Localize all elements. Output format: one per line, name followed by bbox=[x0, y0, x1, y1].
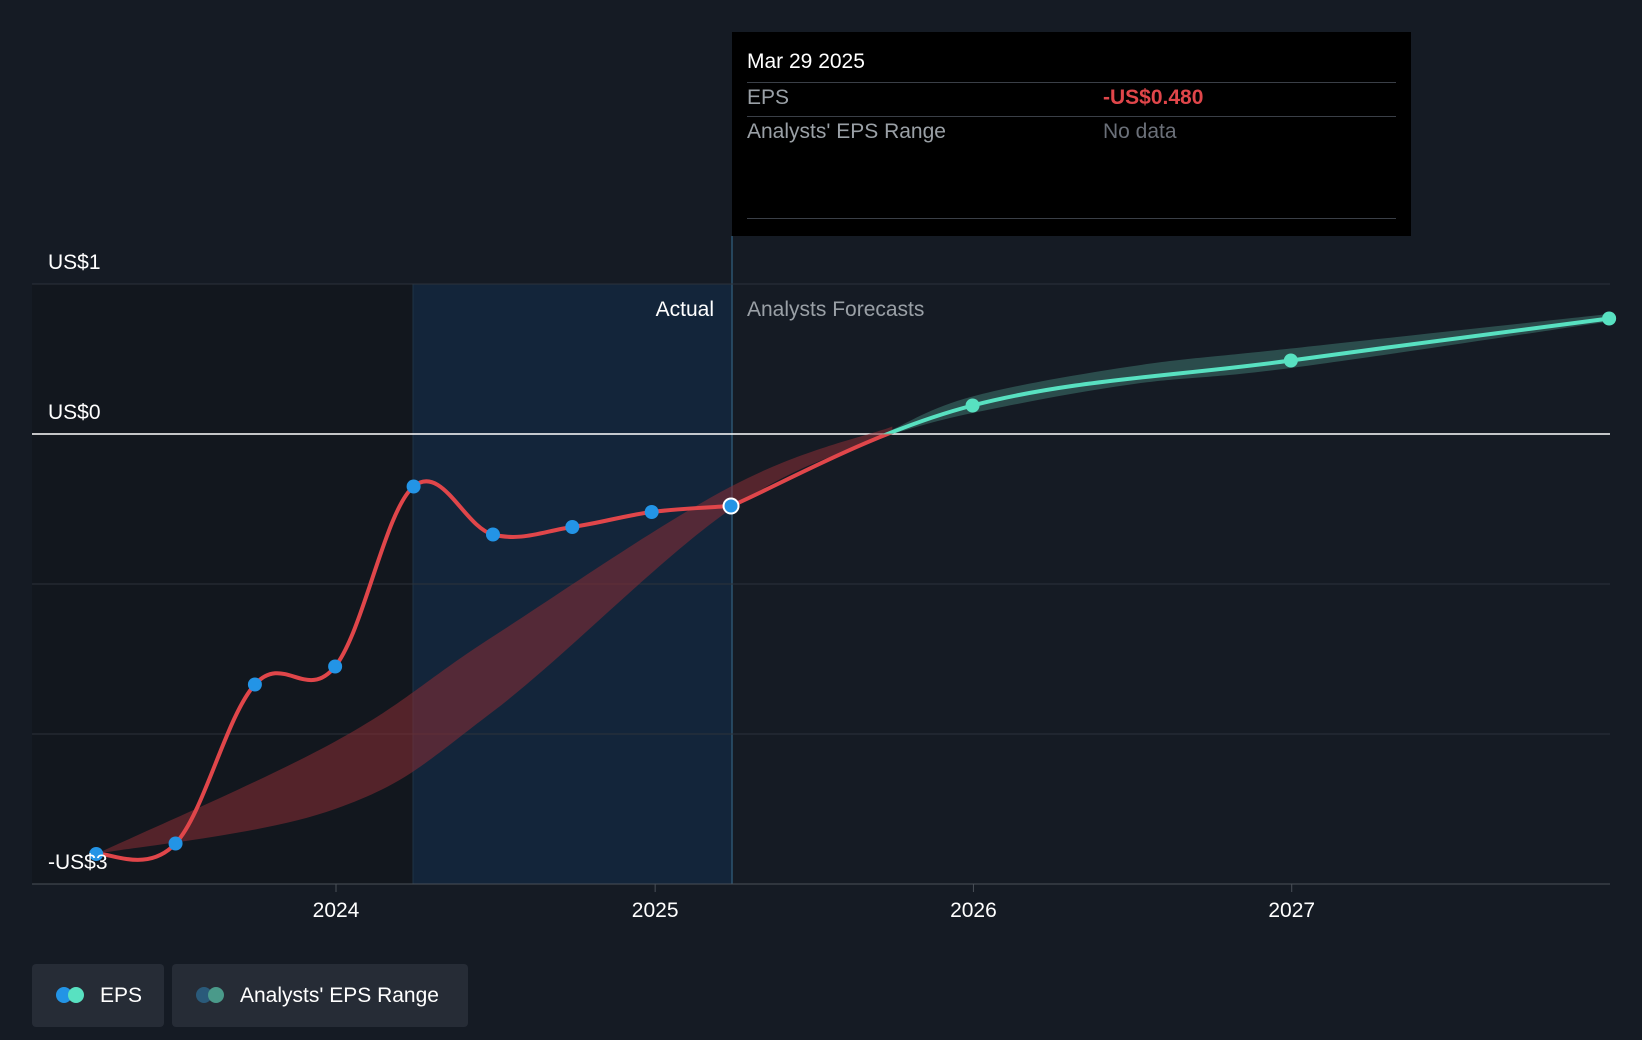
tooltip-date: Mar 29 2025 bbox=[747, 50, 865, 73]
forecast-section-label: Analysts Forecasts bbox=[747, 298, 924, 321]
tooltip-eps-value: -US$0.480 bbox=[1103, 86, 1204, 109]
eps-data-point bbox=[168, 836, 183, 851]
past-range-band bbox=[96, 426, 893, 854]
forecast-eps-line bbox=[729, 316, 1612, 508]
eps-data-point bbox=[89, 847, 104, 861]
x-axis-label: 2026 bbox=[950, 899, 997, 922]
tooltip-divider bbox=[747, 218, 1396, 219]
tooltip-panel: Mar 29 2025 EPS -US$0.480 Analysts' EPS … bbox=[732, 32, 1411, 236]
tooltip-divider bbox=[747, 116, 1396, 117]
range-legend-icon bbox=[208, 987, 224, 1003]
tooltip-range-value: No data bbox=[1103, 120, 1177, 143]
eps-data-point bbox=[247, 677, 262, 692]
tooltip-range-label: Analysts' EPS Range bbox=[747, 120, 946, 143]
eps-data-point bbox=[644, 505, 659, 519]
forecast-range-band bbox=[892, 314, 1610, 434]
legend-eps-label: EPS bbox=[100, 983, 143, 1007]
eps-data-point bbox=[328, 659, 343, 674]
x-axis-label: 2024 bbox=[313, 899, 360, 922]
forecast-eps-point bbox=[965, 398, 980, 413]
x-axis-label: 2027 bbox=[1268, 899, 1315, 922]
eps-data-point bbox=[565, 520, 580, 534]
legend-analysts-range[interactable]: Analysts' EPS Range bbox=[172, 964, 468, 1027]
eps-legend-icon bbox=[68, 987, 84, 1003]
forecast-eps-point bbox=[1283, 353, 1298, 368]
y-axis-label: -US$3 bbox=[48, 851, 108, 874]
tooltip-divider bbox=[747, 82, 1396, 83]
legend-range-label: Analysts' EPS Range bbox=[240, 983, 439, 1007]
eps-data-point bbox=[406, 479, 421, 494]
actual-section-label: Actual bbox=[656, 298, 714, 321]
y-axis-label: US$1 bbox=[48, 251, 101, 274]
selected-eps-point bbox=[722, 497, 740, 515]
actual-eps-line bbox=[94, 479, 734, 862]
y-axis-label: US$0 bbox=[48, 401, 101, 424]
forecast-eps-point bbox=[1602, 311, 1617, 326]
tooltip-eps-label: EPS bbox=[747, 86, 790, 109]
legend-eps[interactable]: EPS bbox=[32, 964, 164, 1027]
eps-data-point bbox=[485, 527, 500, 542]
x-axis-label: 2025 bbox=[632, 899, 679, 922]
